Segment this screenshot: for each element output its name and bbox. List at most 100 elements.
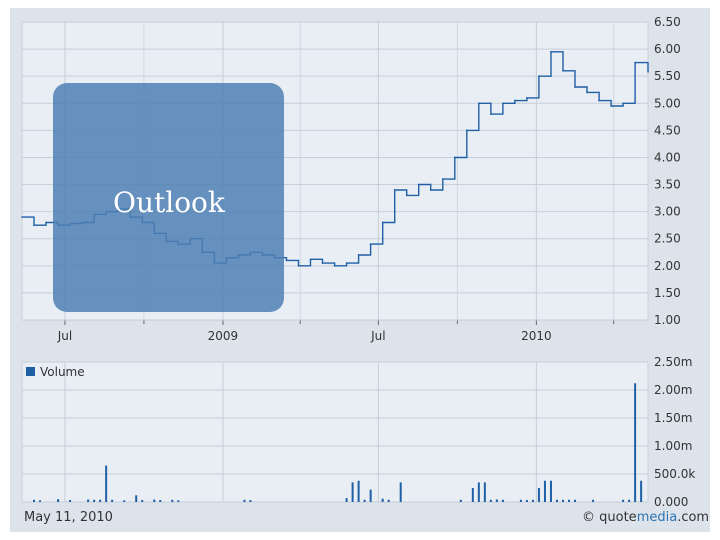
volume-bar [105,465,108,502]
volume-bar [141,500,144,502]
volume-bar [555,499,558,502]
brand-prefix: © quote [582,510,637,525]
price-point [381,221,384,224]
volume-bar [153,499,156,502]
brand-accent: media [636,510,678,525]
price-point [514,99,516,102]
price-y-tick-label: 6.00 [654,42,681,56]
price-point [357,254,360,256]
price-point [405,194,408,197]
volume-bar [519,499,522,502]
volume-bar [387,499,390,502]
volume-bar [459,499,462,502]
volume-bar [634,383,637,502]
price-point [502,102,504,105]
price-point [610,105,612,107]
volume-bar [525,500,528,502]
volume-y-tick-label: 2.00m [654,383,692,397]
price-point [297,265,300,267]
price-point [562,69,564,72]
volume-bar [549,480,552,502]
volume-legend-swatch [26,367,35,376]
footer-date: May 11, 2010 [24,510,113,525]
volume-bar [87,499,90,502]
price-y-tick-label: 1.00 [654,313,681,327]
outlook-overlay [53,83,284,312]
volume-bar [363,499,366,502]
price-y-tick-label: 4.00 [654,150,681,164]
volume-bar [567,499,570,502]
price-point [309,258,312,261]
price-y-tick-label: 1.50 [654,286,681,300]
volume-bar [171,499,174,502]
volume-bar [369,489,372,502]
brand-credit: © quotemedia.com [582,510,709,525]
volume-bar [592,499,595,502]
price-point [345,262,348,264]
price-y-tick-label: 5.50 [654,69,681,83]
price-point [333,265,336,267]
price-y-tick-label: 3.50 [654,178,681,192]
price-point [21,216,23,218]
volume-plot-area [21,361,649,503]
volume-bar [399,482,402,502]
volume-y-tick-label: 500.0k [654,467,695,481]
volume-bar [99,499,102,502]
outlook-label: Outlook [113,186,225,219]
x-tick-label: 2010 [521,329,552,343]
volume-bar [483,482,486,502]
volume-y-tick-label: 0.000 [654,495,688,509]
volume-bar [123,500,126,502]
price-point [574,86,576,88]
volume-bar [537,488,540,502]
price-y-tick-label: 2.50 [654,232,681,246]
price-point [369,243,372,245]
price-point [526,97,528,99]
volume-bar [177,500,180,502]
price-point [393,189,396,191]
volume-bar [622,499,625,502]
x-tick-label: Jul [57,329,72,343]
volume-y-tick-label: 1.00m [654,439,692,453]
volume-bar [357,480,360,502]
price-point [598,99,600,102]
volume-bar [135,495,138,502]
volume-bar [531,499,534,502]
price-point [429,189,432,191]
brand-suffix: .com [677,510,710,525]
volume-bar [543,480,546,502]
volume-bar [93,499,96,502]
volume-bar [640,480,643,502]
volume-bar [111,499,114,502]
price-y-tick-label: 4.50 [654,123,681,137]
price-point [647,71,649,73]
price-point [33,224,35,226]
volume-bar [501,499,504,502]
price-point [453,156,456,159]
volume-legend-label: Volume [40,365,85,379]
volume-bar [39,500,42,502]
volume-bar [471,488,474,502]
volume-bar [489,499,492,502]
x-tick-label: Jul [370,329,385,343]
price-point [466,129,468,132]
volume-bar [477,482,480,502]
price-point [634,61,636,64]
price-point [490,113,492,115]
price-point [45,221,47,224]
price-point [538,75,540,77]
volume-bar [345,498,348,502]
price-point [550,51,552,53]
volume-bar [249,500,252,502]
price-y-tick-label: 6.50 [654,15,681,29]
volume-bar [69,500,72,502]
volume-bar [381,498,384,502]
volume-bar [159,500,162,502]
price-point [441,178,444,180]
volume-bar [574,499,577,502]
price-point [321,262,324,264]
x-tick-label: 2009 [208,329,239,343]
volume-bar [33,499,36,502]
volume-bar [351,482,354,502]
volume-y-tick-label: 2.50m [654,355,692,369]
